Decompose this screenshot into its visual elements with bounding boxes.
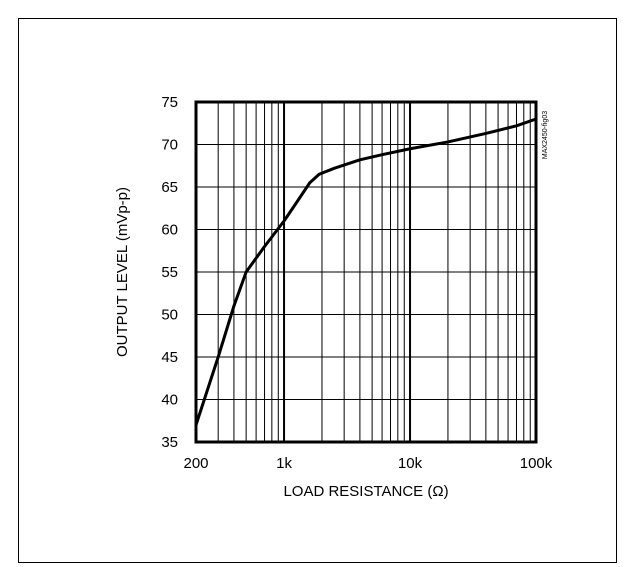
series-layer xyxy=(194,117,537,426)
x-tick-label: 1k xyxy=(276,455,292,472)
x-tick-labels: 200 1k 10k 100k xyxy=(183,455,552,472)
y-tick-labels: 35 40 45 50 55 60 65 70 75 xyxy=(161,94,178,451)
x-tick-label: 10k xyxy=(398,455,423,472)
series-line xyxy=(194,117,537,426)
y-tick-label: 35 xyxy=(161,434,178,451)
y-tick-label: 60 xyxy=(161,222,178,239)
y-tick-label: 40 xyxy=(161,392,178,409)
y-axis-label: OUTPUT LEVEL (mVp-p) xyxy=(114,187,131,357)
y-tick-label: 70 xyxy=(161,137,178,154)
figure-frame xyxy=(18,18,617,563)
y-tick-label: 75 xyxy=(161,94,178,111)
x-tick-label: 100k xyxy=(520,455,553,472)
figure-code: MAX2450-fig03 xyxy=(542,111,549,159)
x-axis-label: LOAD RESISTANCE (Ω) xyxy=(283,483,448,500)
x-tick-label: 200 xyxy=(183,455,208,472)
y-tick-label: 65 xyxy=(161,179,178,196)
y-tick-label: 45 xyxy=(161,349,178,366)
y-tick-label: 50 xyxy=(161,307,178,324)
plot-area xyxy=(194,100,538,444)
y-tick-label: 55 xyxy=(161,264,178,281)
